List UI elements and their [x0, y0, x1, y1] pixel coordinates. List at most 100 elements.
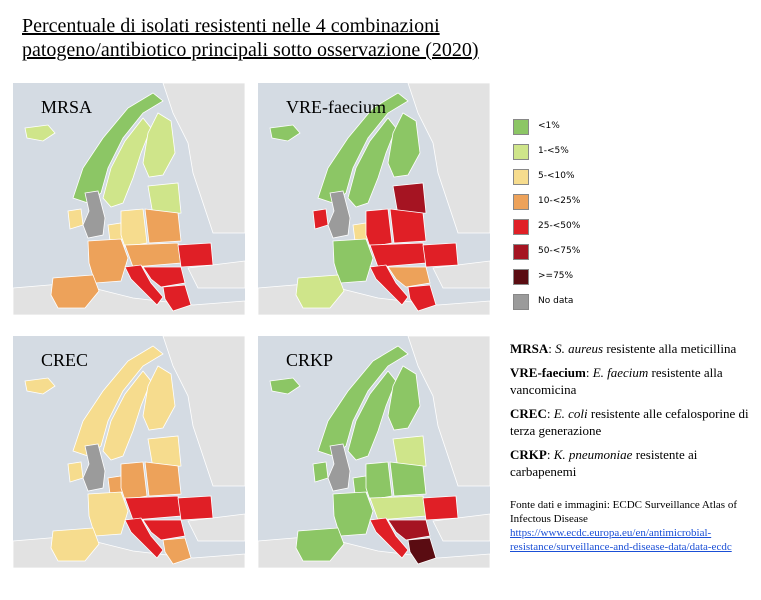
map-mrsa: MRSA	[13, 83, 245, 315]
legend-swatch	[513, 119, 529, 135]
europe-map-icon	[258, 83, 490, 315]
region-turkey	[432, 513, 490, 542]
region-baltic	[392, 435, 427, 469]
region-uk	[327, 443, 351, 492]
region-france	[87, 491, 129, 537]
region-central	[124, 495, 182, 521]
region-germany	[365, 208, 393, 248]
map-label: CRKP	[286, 350, 334, 370]
definition-crec: CREC: E. coli resistente alle cefalospor…	[510, 406, 749, 438]
region-baltic	[392, 182, 427, 216]
region-romania	[422, 242, 459, 268]
map-vre-faecium: VRE-faecium	[258, 83, 490, 315]
region-greece	[407, 284, 437, 312]
region-greece	[162, 284, 192, 312]
region-central	[124, 242, 182, 268]
region-italy	[124, 517, 164, 559]
source-text: Fonte dati e immagini: ECDC Surveillance…	[510, 499, 737, 525]
legend-label: 1-<5%	[538, 146, 569, 156]
legend-swatch	[513, 144, 529, 160]
region-poland	[144, 461, 182, 497]
region-finland	[387, 365, 421, 431]
region-ireland	[67, 461, 84, 483]
region-france	[332, 238, 374, 284]
region-ireland	[67, 208, 84, 230]
region-iberia	[295, 274, 345, 309]
legend-label: 5-<10%	[538, 171, 575, 181]
region-poland	[389, 208, 427, 244]
source-link[interactable]: https://www.ecdc.europa.eu/en/antimicrob…	[510, 527, 732, 553]
region-ireland	[312, 208, 329, 230]
region-balkan	[387, 519, 431, 541]
region-central	[369, 242, 427, 268]
region-turkey	[432, 260, 490, 289]
region-baltic	[147, 435, 182, 469]
region-turkey	[187, 260, 245, 289]
region-greece	[407, 537, 437, 565]
region-sweden	[102, 117, 152, 208]
region-finland	[142, 112, 176, 178]
legend-label: 25-<50%	[538, 221, 581, 231]
legend-swatch	[513, 169, 529, 185]
source-note: Fonte dati e immagini: ECDC Surveillance…	[510, 498, 758, 554]
region-baltic	[147, 182, 182, 216]
legend-label: >=75%	[538, 271, 574, 281]
definition-mrsa: MRSA: S. aureus resistente alla meticill…	[510, 341, 737, 356]
region-balkan	[387, 266, 431, 288]
region-germany	[120, 461, 148, 501]
region-iceland	[24, 377, 56, 395]
page-title: Percentuale di isolati resistenti nelle …	[22, 14, 542, 62]
definition-vre: VRE-faecium: E. faecium resistente alla …	[510, 365, 723, 397]
map-label: CREC	[41, 350, 89, 370]
region-sweden	[347, 117, 397, 208]
region-iceland	[24, 124, 56, 142]
region-france	[332, 491, 374, 537]
title-line-1: Percentuale di isolati resistenti nelle …	[22, 15, 440, 37]
region-iberia	[50, 274, 100, 309]
region-italy	[124, 264, 164, 306]
definitions: MRSA: S. aureus resistente alla meticill…	[510, 340, 755, 487]
map-label: VRE-faecium	[286, 97, 386, 117]
region-romania	[422, 495, 459, 521]
region-romania	[177, 242, 214, 268]
region-poland	[144, 208, 182, 244]
europe-map-icon	[13, 83, 245, 315]
region-france	[87, 238, 129, 284]
region-uk	[327, 190, 351, 239]
region-italy	[369, 517, 409, 559]
title-line-2: patogeno/antibiotico principali sotto os…	[22, 39, 479, 61]
region-romania	[177, 495, 214, 521]
europe-map-icon	[258, 336, 490, 568]
legend-swatch	[513, 194, 529, 210]
region-finland	[387, 112, 421, 178]
map-label: MRSA	[41, 97, 93, 117]
legend-label: 50-<75%	[538, 246, 581, 256]
legend-label: <1%	[538, 121, 560, 131]
region-iberia	[295, 527, 345, 562]
legend-label: 10-<25%	[538, 196, 581, 206]
legend-swatch	[513, 269, 529, 285]
region-poland	[389, 461, 427, 497]
region-germany	[365, 461, 393, 501]
region-germany	[120, 208, 148, 248]
region-finland	[142, 365, 176, 431]
region-balkan	[142, 266, 186, 288]
region-sweden	[347, 370, 397, 461]
region-greece	[162, 537, 192, 565]
region-iberia	[50, 527, 100, 562]
legend-label: No data	[538, 296, 574, 306]
legend-swatch	[513, 219, 529, 235]
legend-swatch	[513, 244, 529, 260]
legend-swatch	[513, 294, 529, 310]
region-uk	[82, 190, 106, 239]
region-balkan	[142, 519, 186, 541]
region-uk	[82, 443, 106, 492]
map-crec: CREC	[13, 336, 245, 568]
region-iceland	[269, 124, 301, 142]
definition-crkp: CRKP: K. pneumoniae resistente ai carbap…	[510, 447, 698, 479]
region-turkey	[187, 513, 245, 542]
region-central	[369, 495, 427, 521]
region-ireland	[312, 461, 329, 483]
map-crkp: CRKP	[258, 336, 490, 568]
region-iceland	[269, 377, 301, 395]
